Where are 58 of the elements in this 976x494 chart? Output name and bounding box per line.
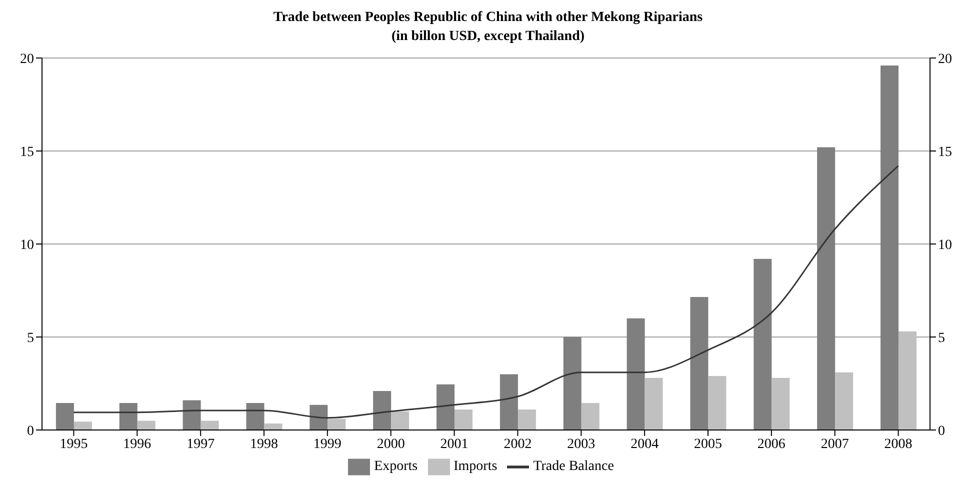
chart-title: Trade between Peoples Republic of China with other Mekong Riparians	[272, 9, 704, 27]
x-tick-label: 1998	[250, 436, 278, 452]
y2-tick-label: 0	[938, 424, 945, 439]
x-tick-label: 2004	[630, 436, 659, 452]
bar	[835, 372, 854, 430]
bar	[690, 297, 708, 430]
y-tick-label: 0	[27, 424, 34, 439]
bar	[880, 65, 899, 430]
bar	[436, 384, 455, 430]
bar	[200, 420, 219, 430]
y-tick-label: 15	[20, 144, 34, 160]
bar	[137, 420, 156, 430]
x-tick-label: 2007	[820, 436, 849, 452]
chart-subtitle: (in billon USD, except Thailand)	[390, 28, 586, 46]
bar	[626, 318, 645, 430]
bar	[500, 374, 518, 430]
bar	[772, 378, 790, 430]
x-tick-label: 2001	[440, 436, 468, 452]
y-tick-label: 20	[20, 52, 34, 67]
y2-tick-label: 20	[938, 52, 952, 67]
legend-label: Imports	[454, 459, 498, 474]
x-tick-label: 2008	[884, 436, 912, 452]
x-tick-label: 1999	[313, 436, 342, 452]
y2-tick-label: 15	[938, 144, 952, 160]
y2-tick-label: 10	[938, 238, 952, 253]
x-tick-label: 2000	[376, 436, 405, 452]
y2-tick-label: 5	[938, 330, 945, 346]
bar	[518, 410, 536, 430]
bar	[454, 410, 473, 430]
bar	[328, 418, 346, 430]
x-tick-label: 2003	[567, 436, 596, 452]
bar	[581, 403, 600, 430]
bar	[264, 423, 282, 430]
x-tick-label: 2002	[504, 436, 532, 452]
legend-label: Trade Balance	[533, 459, 614, 474]
y-tick-label: 5	[27, 330, 34, 346]
x-tick-label: 2006	[757, 436, 786, 452]
bar	[310, 404, 328, 430]
x-tick-label: 2005	[694, 436, 722, 452]
bar	[182, 400, 201, 430]
x-tick-label: 1995	[60, 436, 88, 452]
bar	[391, 411, 410, 430]
x-tick-label: 1996	[123, 436, 152, 452]
line-series	[72, 165, 900, 419]
bar	[563, 337, 582, 430]
bar	[246, 403, 264, 430]
bar	[119, 403, 138, 430]
y-tick-label: 10	[20, 238, 34, 253]
bar	[898, 331, 917, 430]
bar	[56, 403, 74, 430]
bar	[754, 258, 772, 430]
bar	[708, 376, 726, 430]
legend-label: Exports	[374, 459, 418, 474]
bar	[74, 422, 92, 430]
bar	[644, 378, 663, 430]
x-tick-label: 1997	[186, 436, 215, 452]
bar	[373, 390, 392, 430]
bar	[817, 147, 836, 430]
